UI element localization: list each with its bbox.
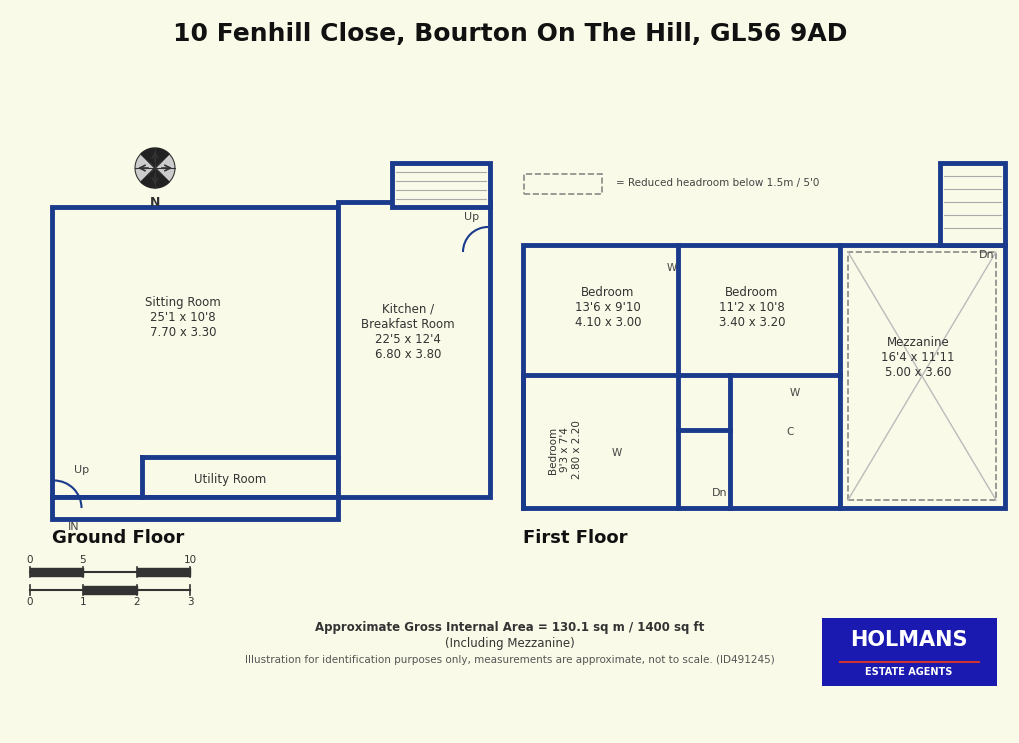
- Bar: [337, 202, 489, 497]
- Bar: [523, 245, 840, 508]
- Polygon shape: [135, 154, 155, 182]
- Text: = Reduced headroom below 1.5m / 5'0: = Reduced headroom below 1.5m / 5'0: [615, 178, 818, 188]
- Text: Utility Room: Utility Room: [194, 473, 266, 487]
- Bar: [847, 252, 995, 500]
- Text: ESTATE AGENTS: ESTATE AGENTS: [864, 667, 952, 677]
- Text: 2: 2: [133, 597, 141, 607]
- Text: Illustration for identification purposes only, measurements are approximate, not: Illustration for identification purposes…: [245, 655, 774, 665]
- Bar: [821, 618, 996, 686]
- Text: IN: IN: [68, 522, 79, 532]
- Polygon shape: [155, 154, 175, 182]
- Text: 0: 0: [26, 555, 34, 565]
- Text: N: N: [150, 196, 160, 209]
- Bar: [840, 245, 1004, 508]
- Text: Dn: Dn: [978, 250, 994, 260]
- Text: 0: 0: [26, 597, 34, 607]
- Text: W: W: [666, 263, 677, 273]
- Bar: [52, 207, 337, 497]
- Polygon shape: [141, 148, 169, 168]
- Text: Bedroom
9'3 x 7'4
2.80 x 2.20: Bedroom 9'3 x 7'4 2.80 x 2.20: [548, 421, 581, 479]
- Text: 1: 1: [79, 597, 87, 607]
- Polygon shape: [141, 168, 169, 188]
- Text: 10 Fenhill Close, Bourton On The Hill, GL56 9AD: 10 Fenhill Close, Bourton On The Hill, G…: [172, 22, 847, 46]
- Text: Up: Up: [464, 212, 479, 222]
- Text: Kitchen /
Breakfast Room
22'5 x 12'4
6.80 x 3.80: Kitchen / Breakfast Room 22'5 x 12'4 6.8…: [361, 303, 454, 361]
- Text: 10: 10: [183, 555, 197, 565]
- Text: Bedroom
13'6 x 9'10
4.10 x 3.00: Bedroom 13'6 x 9'10 4.10 x 3.00: [574, 287, 641, 329]
- Text: Bedroom
11'2 x 10'8
3.40 x 3.20: Bedroom 11'2 x 10'8 3.40 x 3.20: [718, 287, 785, 329]
- Text: Up: Up: [74, 465, 90, 475]
- Bar: [524, 174, 601, 194]
- Text: Dn: Dn: [711, 488, 728, 498]
- Text: Sitting Room
25'1 x 10'8
7.70 x 3.30: Sitting Room 25'1 x 10'8 7.70 x 3.30: [145, 296, 221, 340]
- Text: Mezzanine
16'4 x 11'11
5.00 x 3.60: Mezzanine 16'4 x 11'11 5.00 x 3.60: [880, 337, 954, 380]
- Text: W: W: [611, 448, 622, 458]
- Text: W: W: [789, 388, 799, 398]
- Text: (Including Mezzanine): (Including Mezzanine): [444, 637, 575, 649]
- Text: 5: 5: [79, 555, 87, 565]
- Text: HOLMANS: HOLMANS: [850, 630, 967, 650]
- Bar: [391, 163, 489, 207]
- Bar: [52, 497, 337, 519]
- Text: Approximate Gross Internal Area = 130.1 sq m / 1400 sq ft: Approximate Gross Internal Area = 130.1 …: [315, 620, 704, 634]
- Text: Ground Floor: Ground Floor: [52, 529, 184, 547]
- Text: C: C: [786, 427, 793, 437]
- Bar: [940, 163, 1004, 245]
- Text: 3: 3: [186, 597, 194, 607]
- Text: First Floor: First Floor: [523, 529, 627, 547]
